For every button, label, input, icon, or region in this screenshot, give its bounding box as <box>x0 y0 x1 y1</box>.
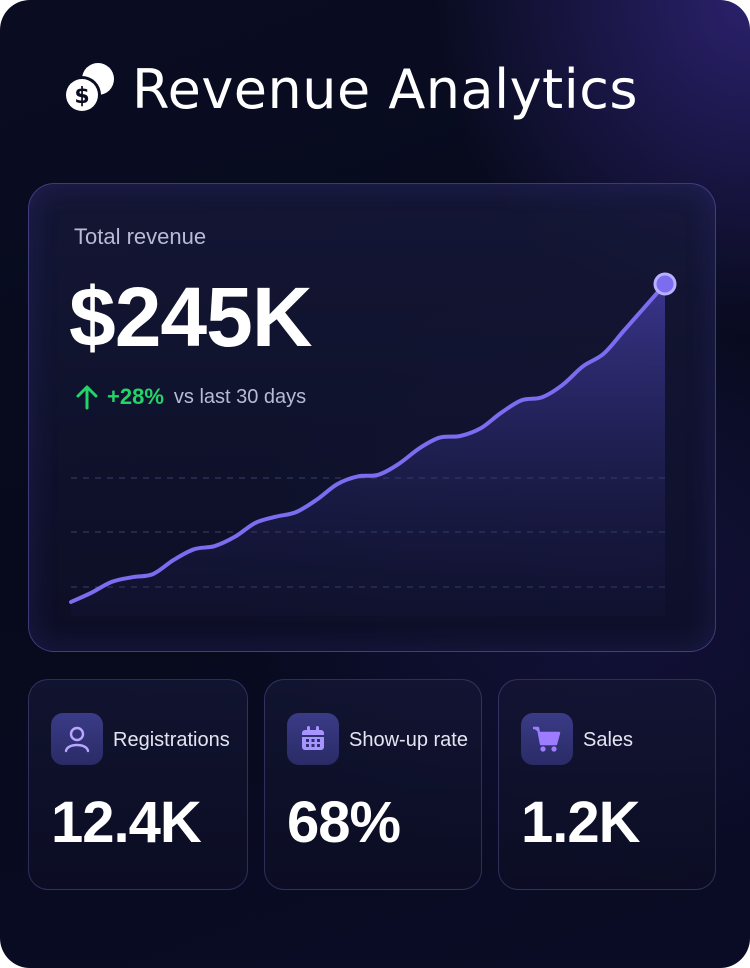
revenue-delta: +28% vs last 30 days <box>75 384 306 410</box>
stat-label: Sales <box>583 729 634 751</box>
page-title: Revenue Analytics <box>132 57 639 121</box>
revenue-value: $245K <box>69 270 313 364</box>
registrations-card[interactable]: Registrations 12.4K <box>28 679 248 890</box>
sales-card[interactable]: Sales 1.2K <box>498 679 716 890</box>
revenue-area <box>71 284 665 616</box>
show-up-rate-card[interactable]: Show-up rate 68% <box>264 679 482 890</box>
arrow-up-icon <box>76 385 98 410</box>
stat-value: 68% <box>287 790 401 855</box>
header: $ Revenue Analytics <box>60 56 638 122</box>
revenue-chart <box>69 272 677 616</box>
stat-label: Registrations <box>113 729 230 751</box>
shopping-cart-icon <box>521 713 573 765</box>
stat-label: Show-up rate <box>349 729 468 751</box>
stat-value: 1.2K <box>521 790 641 855</box>
revenue-line <box>69 282 667 604</box>
total-revenue-card: Total revenue $245K +28% vs last 30 days <box>28 183 716 652</box>
stat-value: 12.4K <box>51 790 202 855</box>
delta-caption: vs last 30 days <box>173 385 307 408</box>
revenue-label: Total revenue <box>74 224 207 249</box>
dollar-coins-icon: $ <box>63 63 114 114</box>
revenue-end-point[interactable] <box>653 272 677 296</box>
delta-value: +28% <box>107 384 164 409</box>
svg-text:$: $ <box>74 84 89 109</box>
user-icon <box>51 713 103 765</box>
calendar-icon <box>287 713 339 765</box>
